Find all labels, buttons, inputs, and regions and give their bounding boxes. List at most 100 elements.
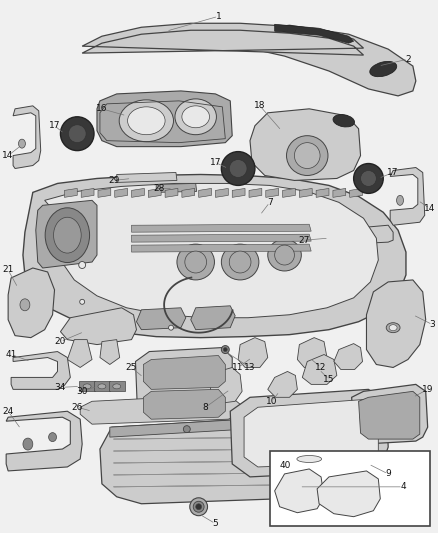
Ellipse shape	[169, 325, 173, 330]
Ellipse shape	[185, 251, 207, 273]
Ellipse shape	[193, 501, 204, 512]
Ellipse shape	[53, 217, 81, 253]
Ellipse shape	[80, 300, 85, 304]
Text: 8: 8	[203, 403, 208, 412]
Polygon shape	[81, 188, 94, 197]
Polygon shape	[148, 188, 161, 197]
Ellipse shape	[18, 139, 25, 148]
Polygon shape	[266, 188, 279, 197]
Polygon shape	[211, 367, 242, 403]
Text: 17: 17	[49, 121, 60, 130]
Polygon shape	[100, 417, 304, 504]
Text: 24: 24	[3, 407, 14, 416]
Polygon shape	[100, 340, 120, 365]
Text: 7: 7	[267, 198, 272, 207]
Ellipse shape	[333, 115, 354, 127]
Polygon shape	[334, 344, 363, 369]
Ellipse shape	[229, 159, 247, 177]
Ellipse shape	[45, 208, 90, 263]
Polygon shape	[250, 109, 360, 181]
Ellipse shape	[389, 325, 397, 330]
Polygon shape	[199, 188, 212, 197]
Polygon shape	[390, 167, 425, 225]
Polygon shape	[97, 91, 232, 147]
Text: 14: 14	[3, 151, 14, 160]
Text: 41: 41	[5, 350, 17, 359]
Polygon shape	[156, 183, 197, 192]
Polygon shape	[350, 188, 363, 197]
Ellipse shape	[119, 100, 173, 142]
Text: 16: 16	[96, 104, 108, 114]
Ellipse shape	[83, 384, 91, 389]
Text: 5: 5	[212, 519, 218, 528]
Ellipse shape	[49, 433, 57, 441]
Polygon shape	[317, 471, 380, 516]
Ellipse shape	[221, 151, 255, 185]
Ellipse shape	[184, 426, 190, 433]
Polygon shape	[13, 106, 41, 168]
Ellipse shape	[353, 164, 383, 193]
Ellipse shape	[98, 384, 106, 389]
Polygon shape	[367, 280, 426, 367]
Polygon shape	[143, 389, 225, 419]
Ellipse shape	[275, 245, 294, 265]
Ellipse shape	[177, 244, 215, 280]
Text: 25: 25	[126, 363, 137, 372]
Ellipse shape	[190, 498, 208, 516]
Polygon shape	[352, 384, 427, 444]
Polygon shape	[215, 188, 228, 197]
Polygon shape	[67, 340, 92, 367]
Polygon shape	[275, 469, 324, 513]
Text: 10: 10	[266, 397, 277, 406]
Ellipse shape	[221, 244, 259, 280]
Polygon shape	[283, 188, 295, 197]
Polygon shape	[137, 308, 186, 330]
Polygon shape	[6, 411, 82, 471]
Ellipse shape	[68, 125, 86, 143]
Polygon shape	[244, 399, 378, 467]
Polygon shape	[143, 356, 225, 389]
Polygon shape	[131, 244, 311, 252]
Polygon shape	[131, 224, 311, 232]
Polygon shape	[165, 188, 178, 197]
Polygon shape	[64, 188, 77, 197]
Text: 40: 40	[279, 461, 291, 470]
Polygon shape	[45, 183, 378, 318]
Ellipse shape	[182, 106, 209, 128]
Polygon shape	[238, 337, 268, 367]
Bar	[270, 451, 430, 526]
Text: 9: 9	[385, 470, 391, 479]
Polygon shape	[232, 188, 245, 197]
Polygon shape	[230, 389, 388, 477]
Ellipse shape	[175, 99, 216, 135]
Text: 4: 4	[400, 482, 406, 491]
Polygon shape	[79, 382, 95, 391]
Polygon shape	[60, 308, 137, 345]
Polygon shape	[302, 354, 337, 384]
Text: 19: 19	[422, 385, 434, 394]
Ellipse shape	[113, 384, 121, 389]
Text: 12: 12	[315, 363, 327, 372]
Ellipse shape	[294, 143, 320, 168]
Polygon shape	[115, 188, 127, 197]
Polygon shape	[23, 174, 406, 337]
Ellipse shape	[23, 438, 33, 450]
Polygon shape	[131, 234, 311, 242]
Polygon shape	[11, 352, 71, 389]
Polygon shape	[304, 225, 393, 246]
Ellipse shape	[286, 136, 328, 175]
Polygon shape	[191, 306, 235, 330]
Polygon shape	[359, 391, 420, 439]
Text: 14: 14	[424, 204, 435, 213]
Ellipse shape	[60, 117, 94, 151]
Polygon shape	[299, 188, 312, 197]
Ellipse shape	[221, 345, 229, 353]
Polygon shape	[109, 382, 125, 391]
Ellipse shape	[196, 504, 201, 510]
Text: 29: 29	[108, 176, 120, 185]
Polygon shape	[82, 23, 364, 55]
Text: 3: 3	[430, 320, 435, 329]
Text: 28: 28	[153, 184, 165, 193]
Polygon shape	[117, 173, 177, 182]
Ellipse shape	[79, 262, 85, 269]
